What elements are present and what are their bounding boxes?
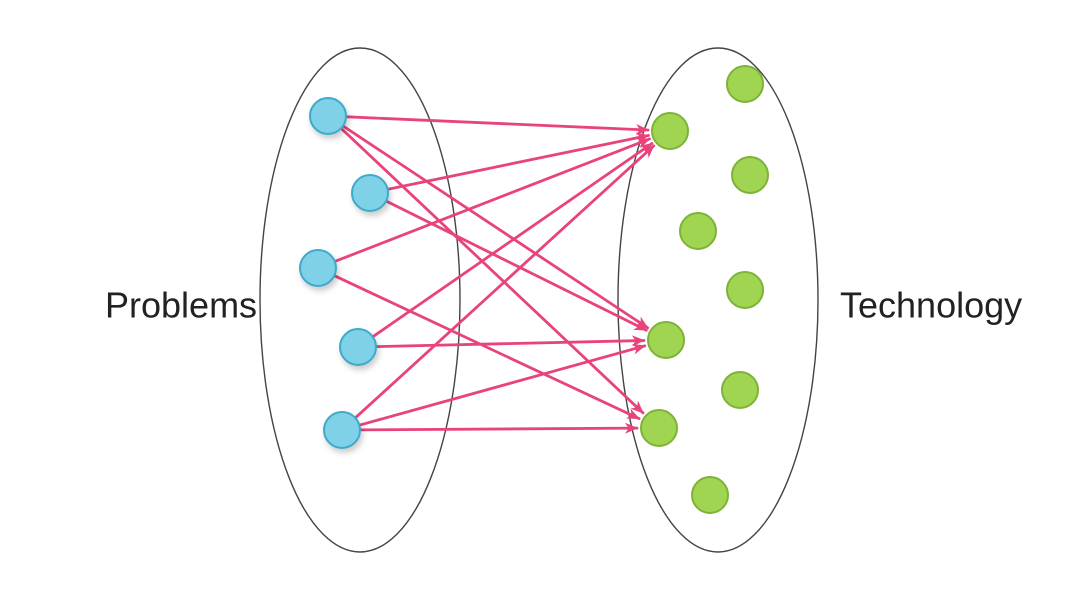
problem-node-p4 — [324, 412, 360, 448]
technology-node-t8 — [692, 477, 728, 513]
edges-layer — [335, 117, 654, 430]
problems-label: Problems — [105, 285, 257, 326]
problem-node-p2 — [300, 250, 336, 286]
edge-p0-t1 — [347, 117, 648, 130]
technology-node-t7 — [641, 410, 677, 446]
technology-label: Technology — [840, 285, 1022, 326]
problem-node-p0 — [310, 98, 346, 134]
technology-node-t5 — [648, 322, 684, 358]
technology-node-t0 — [727, 66, 763, 102]
problem-node-p1 — [352, 175, 388, 211]
technology-node-t4 — [727, 272, 763, 308]
edge-p4-t7 — [361, 428, 637, 430]
edge-p1-t5 — [387, 201, 646, 330]
edge-p3-t5 — [377, 340, 644, 346]
technology-node-t1 — [652, 113, 688, 149]
problem-node-p3 — [340, 329, 376, 365]
technology-node-t6 — [722, 372, 758, 408]
technology-nodes-layer — [641, 66, 768, 513]
bipartite-diagram: Problems Technology — [0, 0, 1080, 608]
problem-nodes-layer — [300, 98, 388, 448]
edge-p4-t5 — [360, 346, 644, 425]
right-set-ellipse — [618, 48, 818, 552]
technology-node-t3 — [680, 213, 716, 249]
edge-p0-t7 — [342, 129, 643, 413]
edge-p1-t1 — [389, 135, 649, 189]
left-set-ellipse — [260, 48, 460, 552]
technology-node-t2 — [732, 157, 768, 193]
